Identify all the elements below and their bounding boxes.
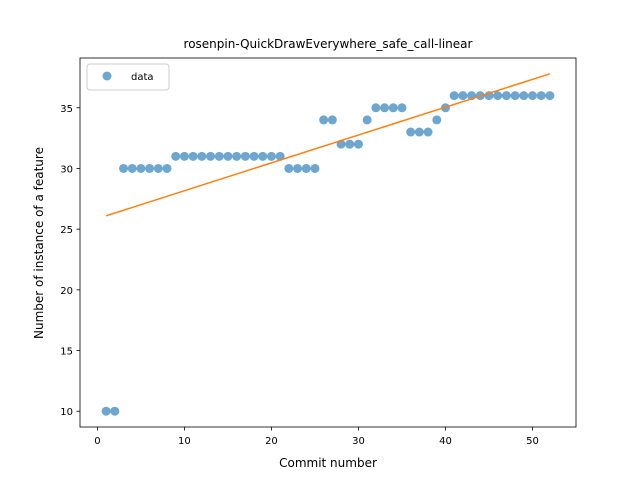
data-point bbox=[258, 151, 268, 161]
legend: data bbox=[86, 63, 170, 91]
data-point bbox=[206, 151, 216, 161]
data-point bbox=[188, 151, 198, 161]
axes-frame bbox=[79, 57, 577, 428]
data-point bbox=[353, 139, 363, 149]
data-point bbox=[371, 103, 381, 113]
y-tick-label: 30 bbox=[60, 164, 73, 175]
y-tick-label: 15 bbox=[60, 347, 73, 358]
data-point bbox=[362, 115, 372, 125]
trend-line bbox=[105, 73, 551, 217]
data-point bbox=[545, 91, 555, 101]
data-point bbox=[179, 151, 189, 161]
data-point bbox=[301, 163, 311, 173]
data-point bbox=[240, 151, 250, 161]
data-point bbox=[519, 91, 529, 101]
data-point bbox=[493, 91, 503, 101]
y-tick-label: 20 bbox=[60, 286, 73, 297]
data-point bbox=[145, 163, 155, 173]
data-point bbox=[162, 163, 172, 173]
axes: 0 10 20 30 40 50 10 15 20 25 30 35 bbox=[60, 57, 577, 447]
data-point bbox=[432, 115, 442, 125]
chart-title: rosenpin-QuickDrawEverywhere_safe_call-l… bbox=[184, 37, 473, 51]
y-tick-label: 10 bbox=[60, 407, 73, 418]
x-tick-label: 30 bbox=[352, 436, 365, 447]
data-point bbox=[284, 163, 294, 173]
x-tick-label: 50 bbox=[526, 436, 539, 447]
x-tick-label: 10 bbox=[178, 436, 191, 447]
y-tick-label: 25 bbox=[60, 225, 73, 236]
data-point bbox=[414, 127, 424, 137]
data-point bbox=[327, 115, 337, 125]
data-point bbox=[423, 127, 433, 137]
y-axis-title: Number of instance of a feature bbox=[32, 147, 46, 339]
data-point bbox=[197, 151, 207, 161]
data-point bbox=[310, 163, 320, 173]
data-point bbox=[388, 103, 398, 113]
legend-box bbox=[86, 63, 170, 91]
data-point bbox=[249, 151, 259, 161]
data-point bbox=[527, 91, 537, 101]
data-point bbox=[153, 163, 163, 173]
data-point bbox=[136, 163, 146, 173]
legend-marker-data bbox=[102, 71, 112, 81]
data-point bbox=[232, 151, 242, 161]
data-point bbox=[293, 163, 303, 173]
x-tick-label: 20 bbox=[265, 436, 278, 447]
x-tick-label: 40 bbox=[439, 436, 452, 447]
data-point bbox=[275, 151, 285, 161]
data-point bbox=[380, 103, 390, 113]
data-point bbox=[397, 103, 407, 113]
data-point bbox=[406, 127, 416, 137]
data-point bbox=[223, 151, 233, 161]
y-tick-label: 35 bbox=[60, 104, 73, 115]
data-point bbox=[171, 151, 181, 161]
data-point bbox=[266, 151, 276, 161]
data-point bbox=[110, 406, 120, 416]
x-tick-label: 0 bbox=[94, 436, 100, 447]
data-point bbox=[127, 163, 137, 173]
legend-label-data: data bbox=[131, 72, 154, 83]
data-point bbox=[319, 115, 329, 125]
data-point bbox=[101, 406, 111, 416]
plot-area bbox=[101, 73, 555, 416]
data-point bbox=[449, 91, 459, 101]
data-point bbox=[458, 91, 468, 101]
data-point bbox=[501, 91, 511, 101]
data-point bbox=[345, 139, 355, 149]
data-point bbox=[214, 151, 224, 161]
x-axis-title: Commit number bbox=[279, 456, 377, 470]
data-point bbox=[536, 91, 546, 101]
data-point bbox=[510, 91, 520, 101]
data-point bbox=[119, 163, 129, 173]
